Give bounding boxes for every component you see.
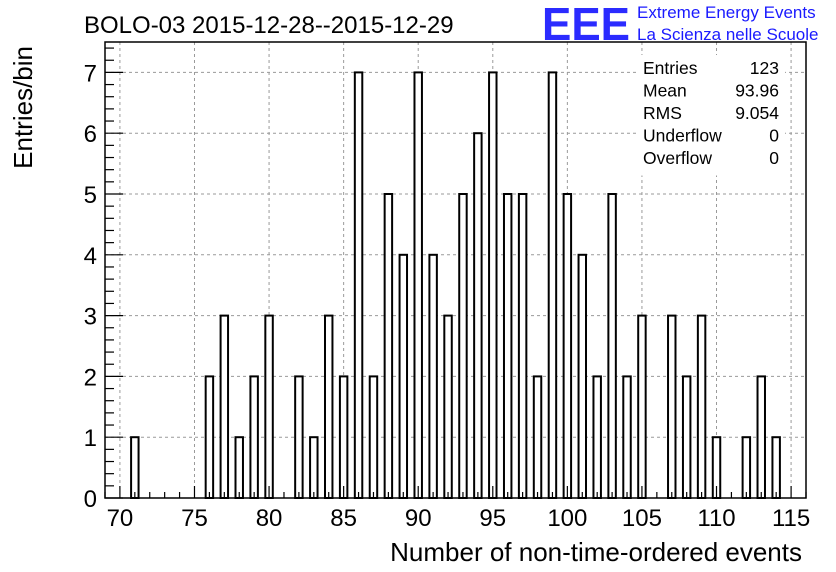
histogram-bar <box>353 71 364 500</box>
histogram-bar <box>637 314 647 499</box>
histogram-bar <box>413 71 423 500</box>
histogram-bar <box>577 253 588 499</box>
stats-value: 93.96 <box>735 81 779 101</box>
stats-value: 123 <box>750 58 779 78</box>
histogram-bar <box>204 375 215 499</box>
x-tick-label: 75 <box>181 505 208 532</box>
y-tick-label: 7 <box>84 60 97 87</box>
histogram-bar <box>741 436 752 500</box>
histogram-bar <box>428 253 438 499</box>
histogram-bar <box>458 193 468 499</box>
histogram-bar <box>323 314 334 499</box>
histogram-bar <box>592 375 602 499</box>
logo-line-1: Extreme Energy Events <box>637 3 816 22</box>
histogram-bar <box>338 375 349 499</box>
histogram-bar <box>622 375 632 499</box>
x-tick-label: 90 <box>405 505 432 532</box>
y-tick-label: 0 <box>84 486 97 513</box>
x-tick-label: 110 <box>697 505 735 532</box>
histogram-bar <box>219 314 230 499</box>
stats-label: Overflow <box>643 148 712 168</box>
stats-label: Mean <box>643 81 687 101</box>
histogram-bar <box>264 314 274 499</box>
stats-label: Entries <box>643 58 698 78</box>
histogram-bar <box>517 193 528 499</box>
x-tick-label: 70 <box>107 505 134 532</box>
x-tick-label: 80 <box>256 505 283 532</box>
eee-logo-mark: EEE <box>542 0 630 50</box>
histogram-bar <box>696 314 707 499</box>
histogram-bar <box>607 193 617 499</box>
y-axis-title: Entries/bin <box>8 46 38 169</box>
x-tick-label: 115 <box>772 505 810 532</box>
stats-label: RMS <box>643 103 682 123</box>
histogram-bar <box>771 436 781 500</box>
histogram-bar <box>368 375 379 499</box>
stats-box-bg <box>639 55 785 176</box>
y-tick-label: 4 <box>84 243 97 270</box>
histogram-bar <box>130 436 140 500</box>
stats-value: 0 <box>769 148 779 168</box>
histogram-bar <box>547 71 558 500</box>
x-tick-label: 95 <box>479 505 506 532</box>
histogram-bar <box>249 375 259 499</box>
histogram-bar <box>473 132 483 499</box>
stats-value: 0 <box>769 126 779 146</box>
y-tick-label: 1 <box>84 425 97 452</box>
plot-frame <box>104 41 807 499</box>
logo-line-2: La Scienza nelle Scuole <box>637 25 818 44</box>
x-tick-label: 105 <box>622 505 662 532</box>
histogram-bar <box>294 375 304 499</box>
x-tick-label: 100 <box>547 505 587 532</box>
stats-label: Underflow <box>643 126 722 146</box>
histogram-bar <box>488 71 498 500</box>
x-axis-title: Number of non-time-ordered events <box>390 537 802 567</box>
y-tick-label: 3 <box>84 304 97 331</box>
y-tick-label: 2 <box>84 364 97 391</box>
stats-box: Entries 123 Mean 93.96 RMS 9.054 Underflow 0 Ove… <box>639 55 785 176</box>
histogram-bar <box>562 193 573 499</box>
histogram-bar <box>234 436 244 500</box>
axes <box>104 41 807 499</box>
stats-value: 9.054 <box>735 103 779 123</box>
histogram-bar <box>443 314 453 499</box>
histogram-bar <box>383 193 394 499</box>
y-tick-label: 5 <box>84 182 97 209</box>
x-tick-label: 85 <box>330 505 357 532</box>
histogram-bar <box>681 375 692 499</box>
histogram-bar <box>309 436 319 500</box>
histogram-bar <box>398 253 409 499</box>
y-tick-label: 6 <box>84 121 97 148</box>
histogram-bar <box>756 375 766 499</box>
histogram-bar <box>667 314 677 499</box>
histogram-bar <box>502 193 513 499</box>
eee-logo: EEE Extreme Energy Events La Scienza nel… <box>542 0 818 50</box>
chart-title: BOLO-03 2015-12-28--2015-12-29 <box>84 12 454 39</box>
histogram-bar <box>532 375 543 499</box>
